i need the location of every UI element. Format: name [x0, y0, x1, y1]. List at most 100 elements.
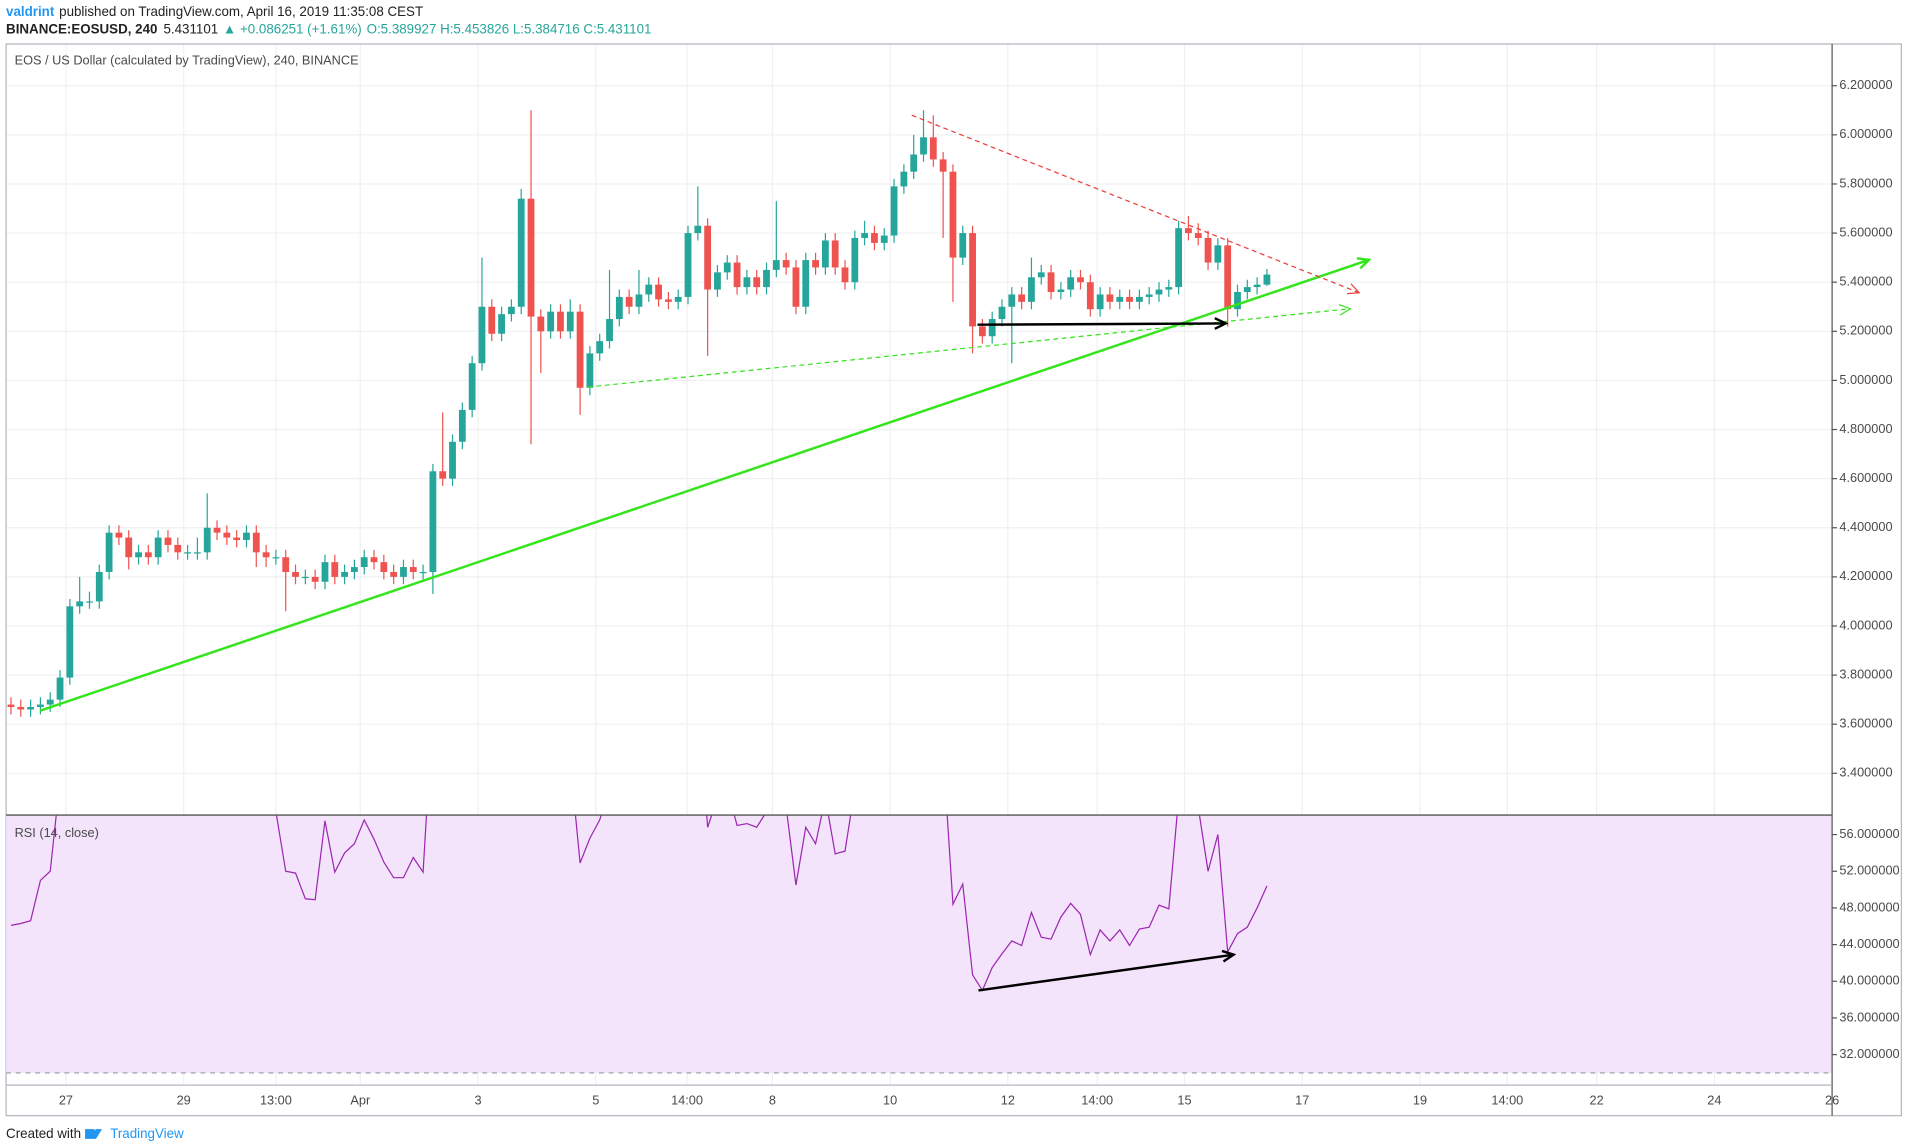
change: ▲ +0.086251 (+1.61%)	[223, 21, 362, 36]
y-tick-label: 3.800000	[1839, 666, 1892, 681]
y-tick-label: 48.000000	[1839, 899, 1899, 914]
candle-body	[272, 557, 280, 559]
candle-body	[488, 306, 496, 334]
candle-body	[900, 171, 908, 187]
candle-body	[1165, 287, 1173, 290]
trend-line	[978, 953, 1234, 992]
candle-body	[1204, 237, 1212, 263]
candle-body	[164, 537, 172, 545]
candle-body	[1077, 277, 1084, 283]
candle-body	[890, 186, 898, 236]
y-tick-label: 3.600000	[1839, 716, 1892, 731]
candle-body	[576, 311, 584, 388]
candle-body	[645, 284, 653, 295]
y-tick-label: 5.400000	[1839, 274, 1892, 289]
candle-body	[1145, 294, 1153, 297]
x-tick-label: 22	[1590, 1092, 1604, 1107]
candle-body	[1135, 296, 1143, 302]
candle-body	[517, 198, 525, 307]
candle-body	[360, 557, 368, 568]
candle-body	[498, 314, 505, 334]
candle-body	[429, 471, 437, 572]
candle-body	[929, 137, 937, 160]
candle-body	[821, 240, 829, 268]
arrow-head	[1214, 317, 1229, 330]
rsi-title: RSI (14, close)	[15, 825, 99, 840]
drawing	[39, 257, 1372, 712]
candle-body	[37, 704, 44, 708]
candle-body	[723, 262, 731, 273]
candle-body	[1214, 245, 1222, 263]
candle-body	[468, 363, 476, 410]
candle-body	[851, 237, 859, 283]
y-tick-label: 4.000000	[1839, 617, 1892, 632]
candle-body	[704, 225, 712, 290]
candle-body	[341, 571, 348, 577]
x-tick-label: 27	[59, 1092, 73, 1107]
candle-body	[1037, 272, 1045, 278]
x-tick-label: 12	[1001, 1092, 1015, 1107]
candle-body	[390, 571, 398, 577]
y-tick-label: 5.200000	[1839, 323, 1892, 338]
candle-body	[507, 306, 515, 315]
candle-body	[154, 537, 162, 558]
candle-body	[203, 527, 211, 553]
y-tick-label: 6.000000	[1839, 126, 1892, 141]
candle-body	[282, 557, 290, 572]
candle-body	[566, 311, 574, 332]
candle-body	[802, 260, 810, 307]
candle-body	[1106, 294, 1114, 302]
candle-body	[880, 235, 888, 243]
candle-body	[194, 552, 201, 554]
author[interactable]: valdrint	[6, 4, 55, 19]
candle-body	[86, 601, 93, 603]
candle-body	[439, 471, 447, 479]
candle-body	[311, 576, 319, 582]
candle-body	[1243, 287, 1251, 293]
candle-body	[655, 284, 662, 300]
candle-body	[1057, 289, 1065, 293]
candle-body	[694, 225, 702, 234]
y-tick-label: 5.800000	[1839, 175, 1892, 190]
drawing	[978, 949, 1237, 992]
candle-body	[949, 171, 957, 258]
candle-body	[1028, 277, 1035, 302]
x-tick-label: 26	[1825, 1092, 1839, 1107]
y-tick-label: 44.000000	[1839, 936, 1899, 951]
candle-body	[213, 527, 221, 533]
x-tick-label: 13:00	[260, 1092, 292, 1107]
candle-body	[1253, 284, 1261, 288]
candle-body	[998, 306, 1006, 320]
candle-body	[1096, 294, 1104, 310]
candle-body	[1155, 289, 1163, 295]
candle-body	[1175, 228, 1183, 288]
x-tick-label: 5	[592, 1092, 599, 1107]
arrow-head	[1347, 283, 1361, 295]
candle-body	[449, 441, 456, 479]
candle-body	[321, 562, 329, 582]
candle-body	[664, 299, 672, 302]
candle-body	[1086, 282, 1094, 310]
candle-body	[1185, 228, 1192, 234]
logo	[85, 1129, 103, 1139]
candle-body	[674, 296, 682, 302]
y-tick-label: 32.000000	[1839, 1046, 1899, 1061]
candle-body	[419, 571, 427, 574]
footer-brand[interactable]: TradingView	[110, 1126, 184, 1141]
x-tick-label: 29	[177, 1092, 191, 1107]
candle-body	[17, 707, 25, 710]
candle-body	[763, 269, 770, 288]
candle-body	[105, 532, 113, 572]
candles	[7, 110, 1271, 717]
candle-body	[596, 341, 604, 354]
y-tick-label: 36.000000	[1839, 1009, 1899, 1024]
arrow-head	[1338, 303, 1352, 316]
x-tick-label: 14:00	[1081, 1092, 1113, 1107]
candle-body	[1194, 233, 1202, 238]
rsi-band	[6, 815, 1833, 1073]
marks	[7, 110, 1372, 992]
y-tick-label: 4.600000	[1839, 470, 1892, 485]
frame	[5, 43, 1902, 1117]
candle-body	[959, 233, 967, 258]
